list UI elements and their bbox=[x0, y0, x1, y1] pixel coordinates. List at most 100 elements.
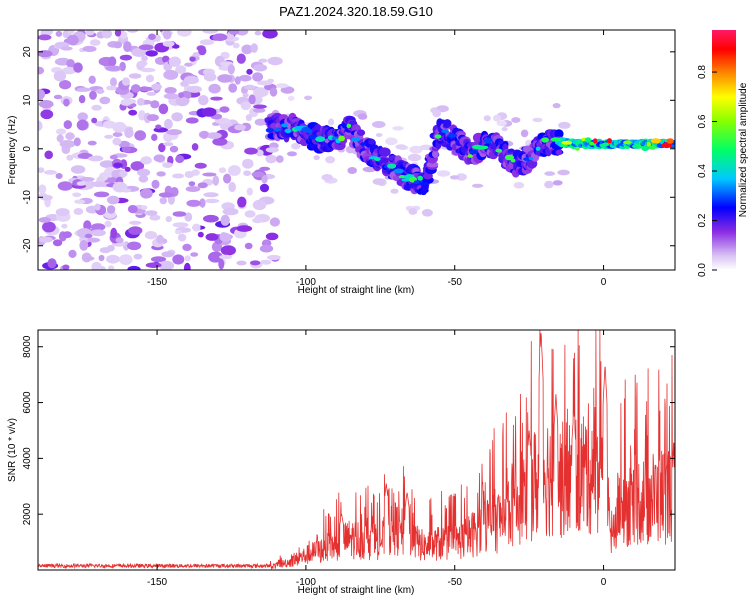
heatmap-cell bbox=[184, 212, 193, 222]
heatmap-cell bbox=[130, 161, 145, 171]
heatmap-cell bbox=[47, 258, 57, 269]
heatmap-cell bbox=[244, 242, 253, 250]
heatmap-cell bbox=[105, 65, 122, 71]
snr-series-line bbox=[38, 330, 675, 570]
heatmap-cell bbox=[372, 121, 386, 128]
heatmap-cell bbox=[219, 106, 230, 113]
heatmap-cell bbox=[351, 136, 361, 142]
heatmap-cell bbox=[253, 64, 268, 72]
heatmap-cell bbox=[66, 34, 79, 46]
snr-y-ticks: 2000 4000 6000 8000 bbox=[22, 335, 675, 525]
heatmap-cell bbox=[245, 114, 252, 122]
heatmap-cell bbox=[186, 85, 202, 93]
heatmap-cell bbox=[552, 103, 561, 109]
heatmap-cell bbox=[156, 171, 166, 177]
heatmap-cell bbox=[398, 175, 406, 179]
heatmap-cell bbox=[421, 209, 433, 217]
heatmap-cell bbox=[178, 92, 184, 98]
heatmap-cell bbox=[172, 211, 187, 217]
heatmap-cell bbox=[212, 137, 228, 146]
heatmap-cell bbox=[252, 199, 267, 211]
heatmap-cell bbox=[145, 50, 158, 57]
heatmap-cell bbox=[53, 70, 67, 82]
heatmap-cell bbox=[275, 83, 289, 89]
heatmap-cell bbox=[151, 133, 158, 141]
heatmap-cell bbox=[228, 30, 240, 35]
heatmap-cell bbox=[232, 42, 240, 49]
heatmap-cell bbox=[255, 149, 264, 157]
heatmap-cell bbox=[375, 133, 383, 137]
heatmap-cell bbox=[192, 223, 201, 232]
heatmap-cell bbox=[151, 179, 160, 189]
heatmap-cell bbox=[434, 134, 442, 139]
heatmap-cell bbox=[119, 31, 128, 39]
heatmap-cell bbox=[418, 181, 429, 186]
heatmap-cell bbox=[520, 129, 529, 138]
heatmap-cell bbox=[220, 245, 236, 256]
heatmap-cell bbox=[138, 44, 154, 51]
heatmap-cell bbox=[91, 104, 102, 111]
heatmap-cell bbox=[203, 192, 219, 198]
heatmap-cell bbox=[184, 62, 193, 67]
heatmap-cell bbox=[267, 254, 281, 261]
heatmap-cell bbox=[138, 110, 146, 121]
heatmap-cell bbox=[89, 39, 101, 46]
heatmap-cell bbox=[432, 109, 442, 118]
heatmap-cell bbox=[242, 158, 254, 169]
heatmap-cell bbox=[198, 95, 209, 106]
heatmap-cell bbox=[649, 145, 656, 150]
heatmap-cell bbox=[203, 72, 217, 82]
heatmap-cell bbox=[315, 136, 326, 143]
heatmap-cell bbox=[87, 140, 97, 146]
snr-frame bbox=[37, 329, 676, 571]
x-tick-label: -100 bbox=[296, 277, 316, 288]
y-tick-label: 0 bbox=[22, 146, 33, 152]
heatmap-cell bbox=[306, 129, 313, 134]
heatmap-cell bbox=[191, 143, 199, 151]
heatmap-cell bbox=[483, 115, 491, 122]
heatmap-cell bbox=[321, 174, 333, 181]
heatmap-cell bbox=[244, 84, 256, 90]
heatmap-cell bbox=[183, 75, 199, 85]
heatmap-cell bbox=[210, 96, 223, 101]
heatmap-cell bbox=[291, 143, 301, 150]
heatmap-cell bbox=[589, 141, 595, 146]
heatmap-cell bbox=[510, 158, 516, 163]
colorbar-tick-label: 0.6 bbox=[697, 114, 708, 128]
heatmap-cell bbox=[153, 154, 166, 162]
heatmap-cell bbox=[602, 142, 610, 147]
heatmap-cell bbox=[55, 208, 70, 217]
snr-x-ticks: -150 -100 -50 0 bbox=[147, 330, 607, 588]
heatmap-cell bbox=[112, 121, 127, 133]
heatmap-cell bbox=[113, 41, 123, 49]
heatmap-cell bbox=[238, 74, 252, 82]
heatmap-cell bbox=[127, 205, 138, 214]
heatmap-cell bbox=[129, 220, 142, 225]
heatmap-cell bbox=[392, 126, 404, 131]
heatmap-cell bbox=[101, 30, 113, 39]
spectrogram-x-ticks: -150 -100 -50 0 bbox=[147, 30, 607, 288]
y-tick-label: 10 bbox=[22, 94, 33, 106]
heatmap-cell bbox=[244, 210, 256, 218]
heatmap-cell bbox=[449, 175, 460, 180]
heatmap-cell bbox=[55, 173, 63, 179]
heatmap-cell bbox=[175, 155, 185, 164]
x-tick-label: -50 bbox=[448, 277, 463, 288]
heatmap-cell bbox=[385, 137, 398, 146]
heatmap-cell bbox=[87, 237, 101, 243]
heatmap-cell bbox=[234, 124, 247, 131]
heatmap-cell bbox=[199, 198, 206, 208]
y-tick-label: 2000 bbox=[22, 503, 33, 526]
heatmap-cell bbox=[106, 205, 116, 214]
heatmap-cell bbox=[265, 147, 279, 153]
heatmap-cell bbox=[202, 172, 217, 177]
heatmap-cell bbox=[544, 171, 556, 176]
heatmap-cell bbox=[85, 256, 95, 261]
heatmap-cell bbox=[199, 39, 215, 46]
heatmap-cell bbox=[163, 93, 179, 100]
heatmap-cell bbox=[126, 30, 139, 33]
heatmap-cell bbox=[164, 118, 173, 130]
heatmap-cell bbox=[119, 254, 133, 265]
heatmap-cell bbox=[110, 227, 118, 239]
heatmap-cell bbox=[144, 231, 158, 240]
